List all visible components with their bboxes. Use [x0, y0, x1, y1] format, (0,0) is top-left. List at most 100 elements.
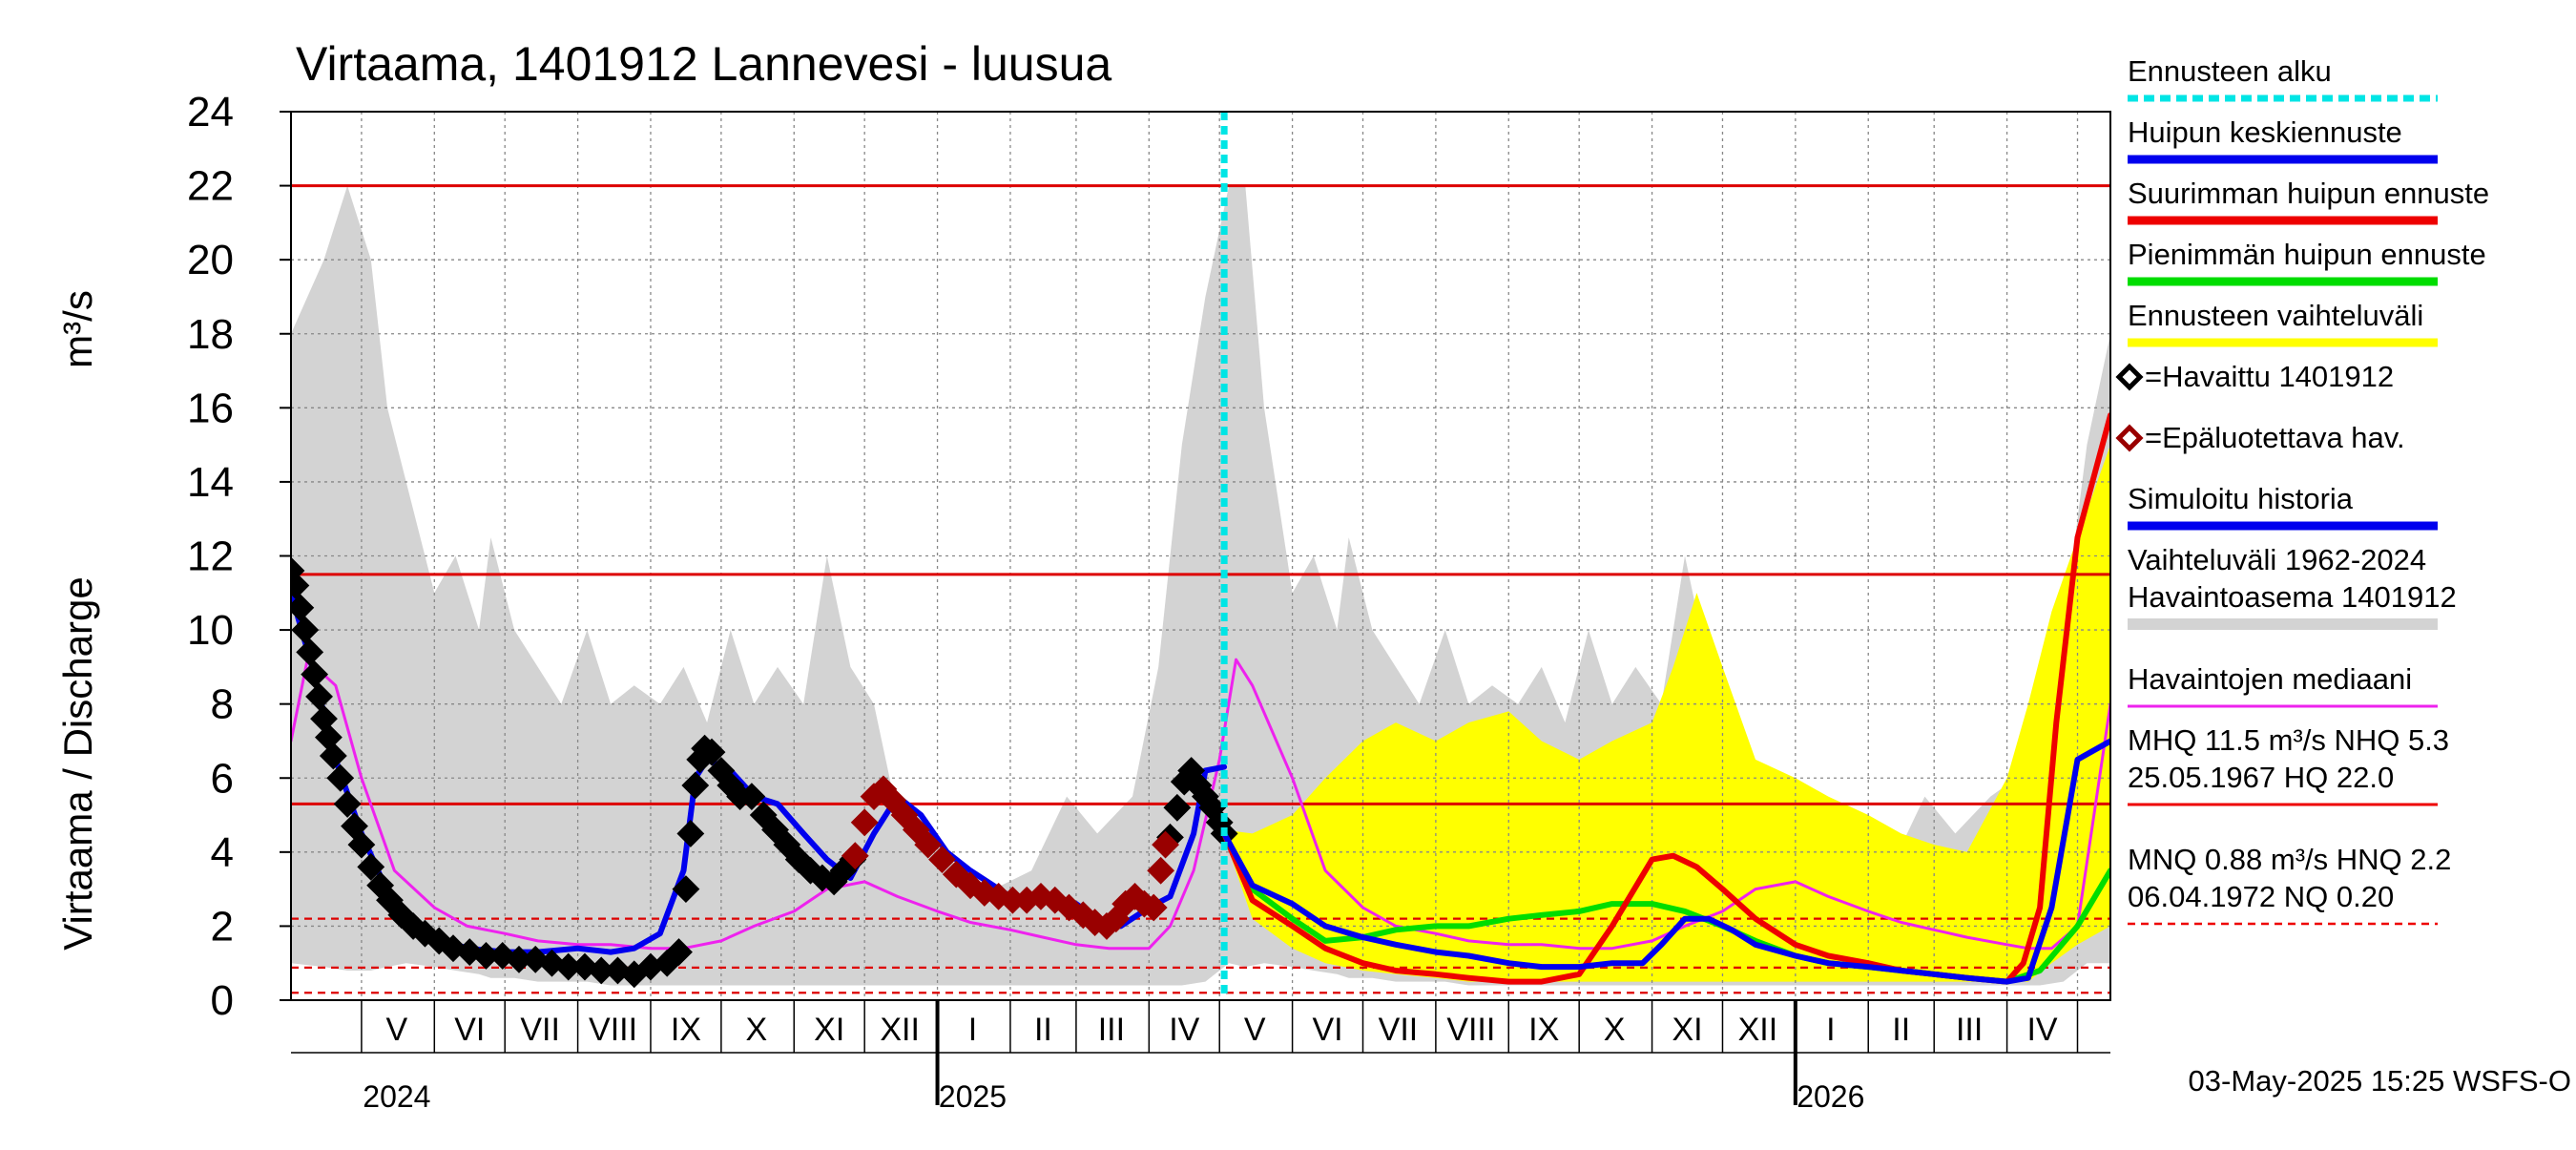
data-point — [521, 945, 550, 973]
legend-item: Ennusteen alku — [2128, 54, 2438, 102]
data-point — [1163, 793, 1192, 822]
chart-title: Virtaama, 1401912 Lannevesi - luusua — [296, 37, 1111, 91]
month-label: V — [1244, 1012, 1266, 1048]
month-label: II — [1892, 1012, 1910, 1048]
data-point — [357, 852, 385, 881]
legend-label: Huipun keskiennuste — [2128, 115, 2402, 149]
month-label: IX — [1528, 1012, 1559, 1048]
observed-markers — [291, 556, 1238, 989]
data-point — [665, 938, 693, 966]
grid — [291, 112, 2110, 1000]
data-point — [928, 846, 956, 874]
data-point — [291, 572, 310, 599]
legend-label: Ennusteen alku — [2128, 54, 2332, 88]
data-point — [697, 738, 726, 766]
legend-label: Simuloitu historia — [2128, 482, 2354, 515]
data-point — [291, 594, 315, 622]
month-label: VII — [1379, 1012, 1419, 1048]
legend-label: MNQ 0.88 m³/s HNQ 2.2 — [2128, 843, 2451, 876]
y-tick-label: 10 — [187, 607, 234, 654]
year-label: 2024 — [363, 1079, 430, 1114]
legend-label-second-line: 06.04.1972 NQ 0.20 — [2128, 880, 2394, 913]
data-point — [681, 771, 710, 800]
month-label: I — [968, 1012, 977, 1048]
data-point — [1147, 856, 1175, 885]
data-point — [749, 801, 778, 829]
legend-label: Suurimman huipun ennuste — [2128, 177, 2489, 210]
month-label: XII — [1738, 1012, 1778, 1048]
month-label: VI — [1312, 1012, 1342, 1048]
data-point — [301, 660, 329, 689]
legend-marker — [2115, 363, 2144, 391]
y-tick-label: 18 — [187, 311, 234, 358]
month-label: I — [1826, 1012, 1835, 1048]
footer-timestamp: 03-May-2025 15:25 WSFS-O — [2189, 1064, 2571, 1098]
mean-peak-forecast-line — [1221, 738, 2110, 985]
month-label: XI — [1672, 1012, 1702, 1048]
plot-area — [291, 112, 2110, 1000]
data-point — [676, 820, 705, 847]
month-label: VIII — [1446, 1012, 1495, 1048]
data-point — [376, 886, 404, 914]
data-point — [305, 682, 333, 711]
data-point — [914, 830, 943, 859]
legend-item: MNQ 0.88 m³/s HNQ 2.2 06.04.1972 NQ 0.20 — [2128, 843, 2451, 926]
legend-label: Havaintojen mediaani — [2128, 662, 2412, 696]
data-point — [333, 789, 362, 818]
legend-label: Vaihteluväli 1962-2024 — [2128, 543, 2426, 576]
month-label: XII — [880, 1012, 920, 1048]
legend-item: Ennusteen vaihteluväli — [2128, 299, 2438, 347]
data-point — [604, 956, 632, 985]
y-tick-label: 6 — [211, 755, 234, 802]
data-point — [737, 783, 766, 811]
y-tick-label: 14 — [187, 459, 234, 506]
legend-label: MHQ 11.5 m³/s NHQ 5.3 — [2128, 723, 2449, 757]
data-point — [841, 842, 869, 870]
data-point — [296, 638, 324, 666]
y-axis-unit: m³/s — [55, 290, 100, 368]
year-label: 2025 — [939, 1079, 1007, 1114]
legend-item: Pienimmän huipun ennuste — [2128, 238, 2486, 286]
legend-label: =Epäluotettava hav. — [2145, 421, 2405, 454]
max-peak-forecast-line — [1221, 412, 2110, 985]
y-tick-label: 8 — [211, 681, 234, 728]
y-tick-label: 16 — [187, 385, 234, 431]
legend-label: Pienimmän huipun ennuste — [2128, 238, 2486, 271]
data-point — [902, 816, 930, 844]
month-label: IX — [671, 1012, 701, 1048]
month-label: VIII — [589, 1012, 637, 1048]
month-label: IV — [1169, 1012, 1199, 1048]
legend-label: Ennusteen vaihteluväli — [2128, 299, 2423, 332]
data-point — [571, 952, 599, 981]
legend-label-second-line: Havaintoasema 1401912 — [2128, 580, 2457, 614]
year-label: 2026 — [1797, 1079, 1864, 1114]
month-label: V — [386, 1012, 408, 1048]
legend-item: Suurimman huipun ennuste — [2128, 177, 2489, 225]
data-point — [319, 742, 347, 770]
legend-label-second-line: 25.05.1967 HQ 22.0 — [2128, 761, 2394, 794]
data-point — [761, 816, 789, 844]
legend-item: MHQ 11.5 m³/s NHQ 5.3 25.05.1967 HQ 22.0 — [2128, 723, 2449, 806]
unreliable-markers — [841, 775, 1179, 940]
band-ennusteen-vaihteluv-li — [1224, 445, 2110, 982]
y-tick-label: 20 — [187, 237, 234, 283]
data-point — [1069, 901, 1097, 930]
month-label: VII — [520, 1012, 560, 1048]
legend-label: =Havaittu 1401912 — [2145, 360, 2394, 393]
data-point — [538, 949, 566, 977]
data-point — [1055, 893, 1083, 922]
month-label: II — [1034, 1012, 1052, 1048]
y-tick-label: 2 — [211, 903, 234, 950]
data-point — [879, 786, 907, 814]
data-point — [1139, 893, 1168, 922]
data-point — [1152, 830, 1179, 859]
data-point — [326, 763, 355, 792]
data-point — [890, 801, 919, 829]
y-tick-label: 22 — [187, 163, 234, 210]
y-axis-label: Virtaama / Discharge — [55, 576, 100, 950]
data-point — [956, 871, 985, 900]
plot-content — [291, 112, 2110, 1000]
